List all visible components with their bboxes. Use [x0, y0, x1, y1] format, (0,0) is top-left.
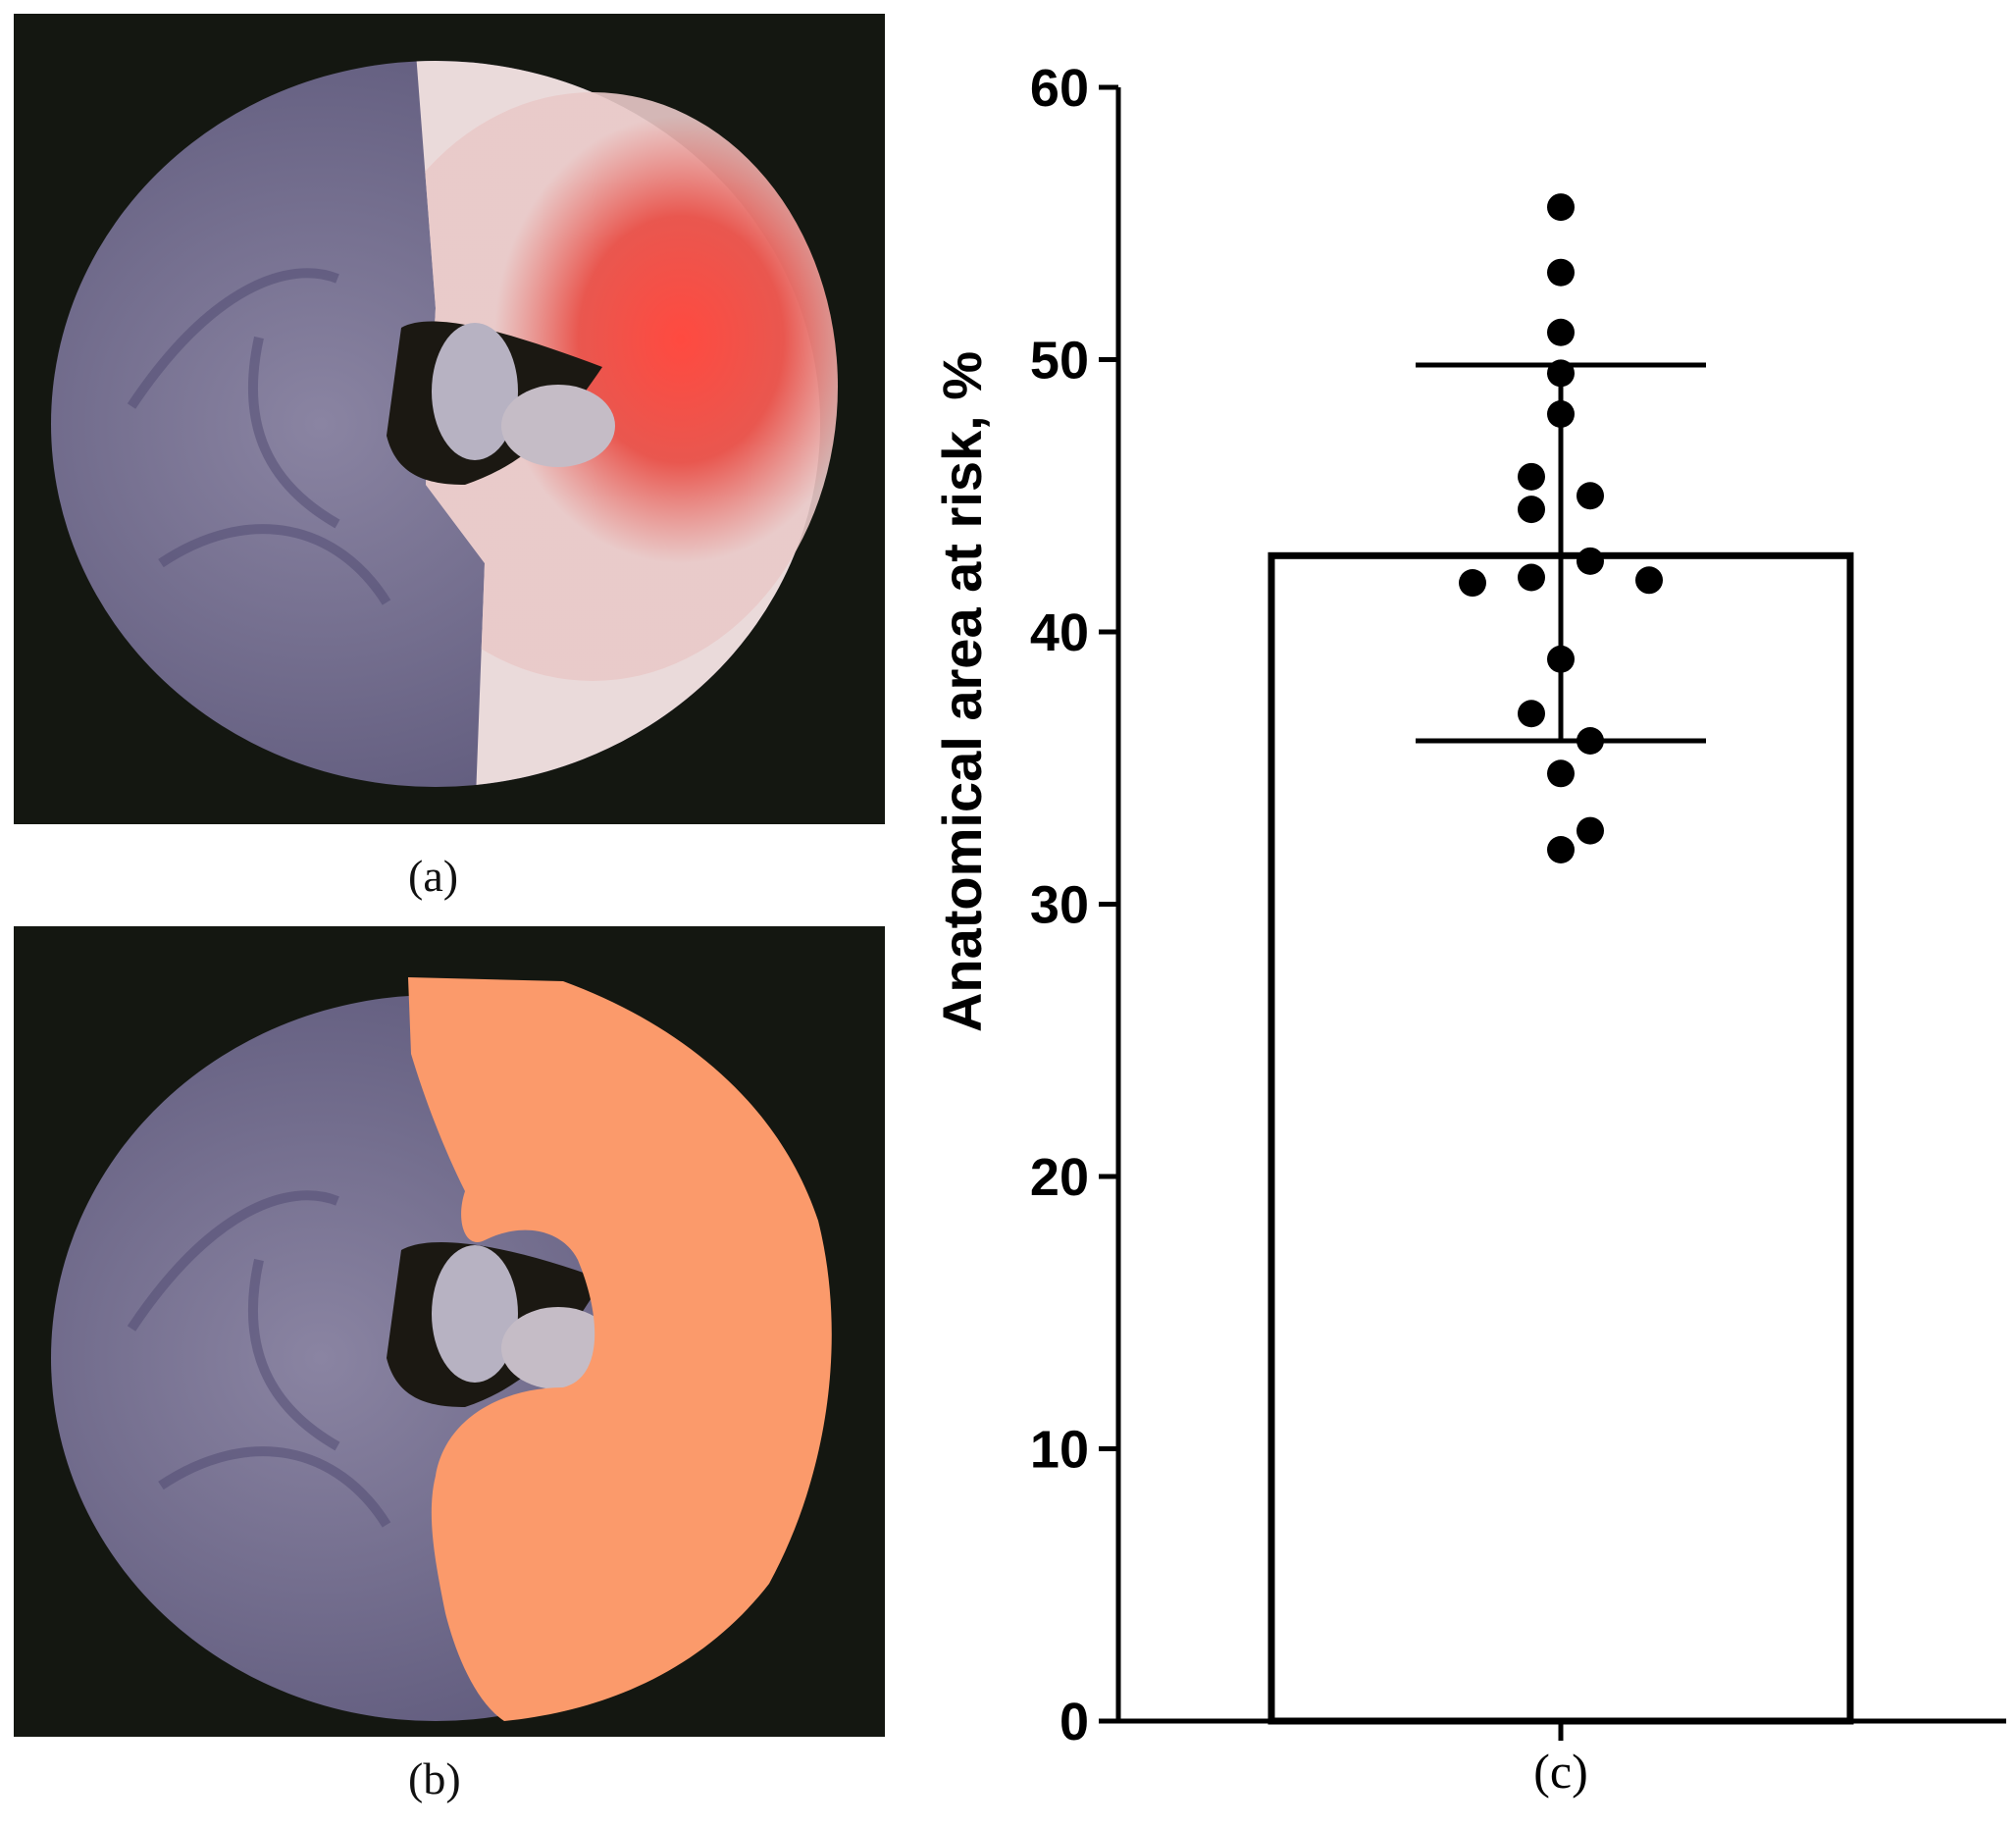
points-group [1459, 193, 1663, 863]
panel-label-a: (a) [408, 851, 459, 901]
y-tick-label: 60 [1030, 59, 1089, 118]
data-point [1577, 816, 1604, 845]
data-point [1459, 569, 1486, 598]
bar-group [1267, 362, 1854, 1725]
y-tick-label: 50 [1030, 332, 1089, 391]
data-point [1577, 727, 1604, 755]
bar-mean [1267, 551, 1854, 1725]
data-point [1547, 759, 1575, 788]
y-tick-label: 40 [1030, 603, 1089, 662]
y-axis-label: Anatomical area at risk, % [931, 351, 993, 1032]
data-point [1518, 563, 1545, 592]
data-point [1577, 482, 1604, 510]
data-point [1577, 547, 1604, 575]
heart-slice-a-image [51, 61, 838, 787]
data-point [1547, 400, 1575, 428]
y-tick-label: 20 [1030, 1148, 1089, 1207]
bar-chart: 0 10 20 30 40 50 60 Anatomical area at risk, %… [922, 0, 2016, 1829]
heart-slice-b-image [51, 977, 832, 1721]
data-point [1547, 645, 1575, 673]
data-point [1547, 836, 1575, 863]
data-point [1547, 258, 1575, 287]
chart-svg: 0 10 20 30 40 50 60 Anatomical area at risk, %… [931, 59, 2006, 1799]
data-point [1635, 566, 1663, 595]
data-point [1518, 462, 1545, 491]
axes-group: 0 10 20 30 40 50 60 [1030, 59, 2006, 1751]
data-point [1518, 700, 1545, 728]
y-tick-label: 10 [1030, 1421, 1089, 1480]
data-point [1547, 359, 1575, 388]
data-point [1547, 318, 1575, 346]
data-point [1518, 496, 1545, 524]
heart-slice-photo-a [14, 14, 885, 824]
panel-label-b: (b) [408, 1753, 461, 1803]
data-point [1547, 193, 1575, 222]
y-tick-label: 0 [1060, 1693, 1089, 1751]
y-tick-label: 30 [1030, 876, 1089, 935]
heart-slice-photo-b [14, 926, 885, 1737]
segmented-risk-area [408, 977, 832, 1721]
x-axis-category-label: (c) [1533, 1744, 1588, 1799]
